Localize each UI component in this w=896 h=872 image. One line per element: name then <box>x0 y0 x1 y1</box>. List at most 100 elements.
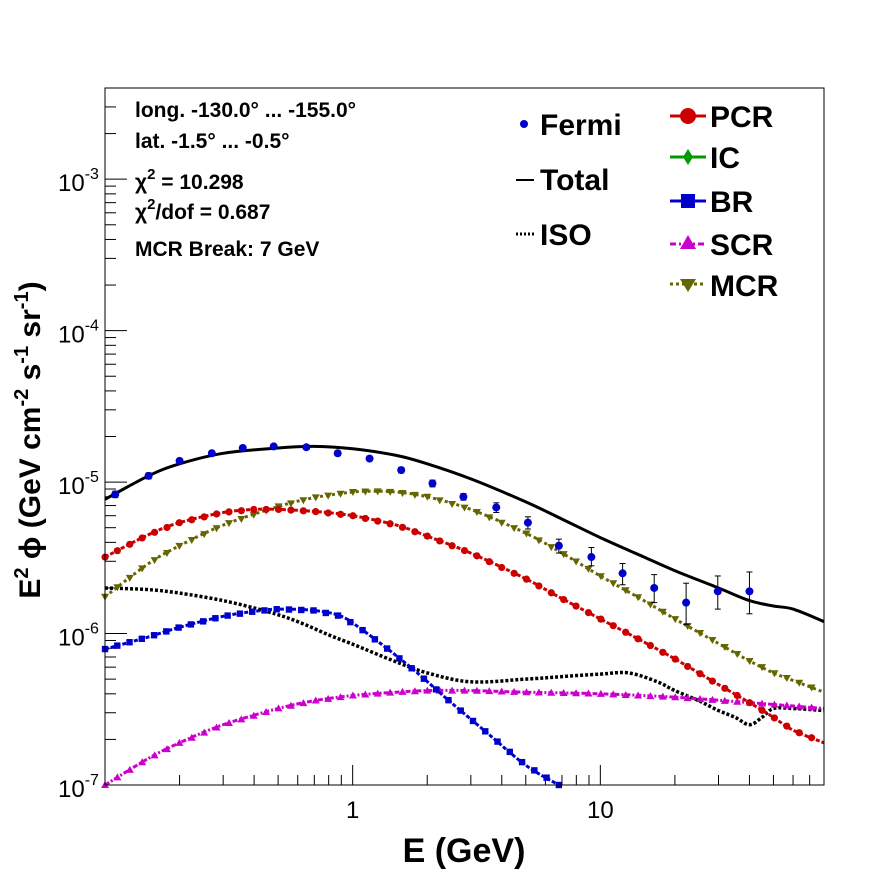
series-iso <box>104 586 825 727</box>
series-pcr-marker <box>113 547 121 555</box>
series-mcr-marker <box>336 490 345 498</box>
series-mcr-marker <box>113 584 122 592</box>
series-br-marker <box>445 696 452 704</box>
legend-entry-br: BR <box>670 186 754 219</box>
series-pcr-marker <box>312 508 320 516</box>
series-scr-marker <box>187 733 196 741</box>
fermi-point <box>175 456 184 465</box>
series-pcr-marker <box>696 670 704 678</box>
series-br-marker <box>457 707 464 714</box>
series-mcr-marker <box>249 511 258 519</box>
legend-label-scr: SCR <box>710 229 774 262</box>
fermi-point <box>523 518 532 527</box>
series-mcr-marker <box>696 630 705 638</box>
legend-marker-br <box>681 194 695 208</box>
series-br-marker <box>506 748 513 756</box>
series-mcr-marker <box>472 509 481 517</box>
series-pcr-marker <box>163 523 171 532</box>
series-br-marker <box>420 675 428 682</box>
series-pcr-marker <box>436 537 444 545</box>
series-scr-marker <box>224 719 233 727</box>
series-scr-marker <box>522 688 531 696</box>
y-label-unit-close: ) <box>14 281 47 291</box>
series-mcr-marker <box>150 557 159 565</box>
series-mcr-marker <box>733 651 742 659</box>
series-br-marker <box>334 612 342 619</box>
series-layer <box>101 444 825 789</box>
series-pcr-marker <box>659 648 667 656</box>
legend-label-br: BR <box>710 186 754 219</box>
series-pcr-marker <box>485 558 493 566</box>
series-mcr-marker <box>621 587 630 595</box>
series-pcr-marker <box>721 684 729 692</box>
series-scr-marker <box>348 691 357 699</box>
series-br-marker <box>359 626 366 634</box>
series-scr-marker <box>262 708 271 716</box>
fermi-point <box>144 471 153 480</box>
fermi-point <box>302 443 311 452</box>
legend-entry-mcr: MCR <box>670 270 779 303</box>
series-pcr-marker <box>758 706 766 714</box>
y-label-e: E <box>14 579 47 599</box>
series-pcr-marker <box>609 622 617 630</box>
series-br-marker <box>212 615 219 622</box>
series-pcr-marker <box>597 615 605 623</box>
legend-label-iso: ISO <box>540 219 592 252</box>
series-scr-marker <box>361 690 370 698</box>
series-pcr <box>101 505 825 745</box>
series-pcr-marker <box>225 508 233 516</box>
series-mcr-marker <box>522 530 531 538</box>
annotation-latitude: lat. -1.5° ... -0.5° <box>135 130 290 153</box>
series-pcr-marker <box>274 505 283 514</box>
legend-entry-ic: IC <box>670 142 740 175</box>
plot-frame <box>104 87 825 786</box>
series-pcr-marker <box>324 509 332 517</box>
series-mcr-marker <box>584 565 593 573</box>
annotation-chi2-dof: χ2/dof = 0.687 <box>135 196 270 224</box>
series-pcr-marker <box>572 602 580 610</box>
legend-marker-scr <box>680 235 696 249</box>
series-br-marker <box>261 607 268 614</box>
fermi-point <box>650 583 659 592</box>
series-scr-marker <box>634 691 643 699</box>
series-scr-marker <box>460 686 469 694</box>
series-scr-marker <box>249 711 258 719</box>
series-mcr-marker <box>138 565 147 573</box>
series-mcr-marker <box>547 544 556 552</box>
fermi-point <box>682 598 691 607</box>
series-scr-marker <box>410 687 419 695</box>
series-mcr-marker <box>398 489 407 497</box>
series-pcr-marker <box>448 542 456 550</box>
series-br-marker <box>469 717 477 725</box>
series-pcr-marker <box>287 506 295 514</box>
series-br-marker <box>175 624 182 631</box>
series-br-marker <box>518 758 526 766</box>
fermi-point <box>587 553 596 562</box>
series-mcr-marker <box>497 519 506 527</box>
series-scr-marker <box>125 765 134 773</box>
series-pcr-marker <box>510 569 518 577</box>
series-total <box>104 444 825 623</box>
series-br-marker <box>371 636 379 643</box>
fermi-point <box>618 569 627 578</box>
series-scr-marker <box>795 702 804 710</box>
series-pcr-marker <box>646 641 655 650</box>
series-br-marker <box>543 774 550 781</box>
series-scr-marker <box>758 699 767 707</box>
fermi-point <box>397 466 406 475</box>
series-mcr-marker <box>534 537 543 545</box>
series-pcr-marker <box>547 589 555 597</box>
series-pcr-marker <box>188 516 196 524</box>
series-scr-marker <box>336 693 345 701</box>
series-pcr-marker <box>386 520 394 528</box>
series-br-marker <box>322 609 329 617</box>
series-br-marker <box>285 606 293 613</box>
series-mcr-marker <box>286 500 295 508</box>
series-pcr-marker <box>808 734 816 742</box>
series-scr-marker <box>534 688 543 696</box>
series-br-marker <box>150 632 158 639</box>
tick-labels: 1 10 10-7 10-6 10-5 10-4 10-3 <box>58 166 614 824</box>
series-mcr-marker <box>237 515 246 523</box>
series-scr-marker <box>150 751 159 759</box>
